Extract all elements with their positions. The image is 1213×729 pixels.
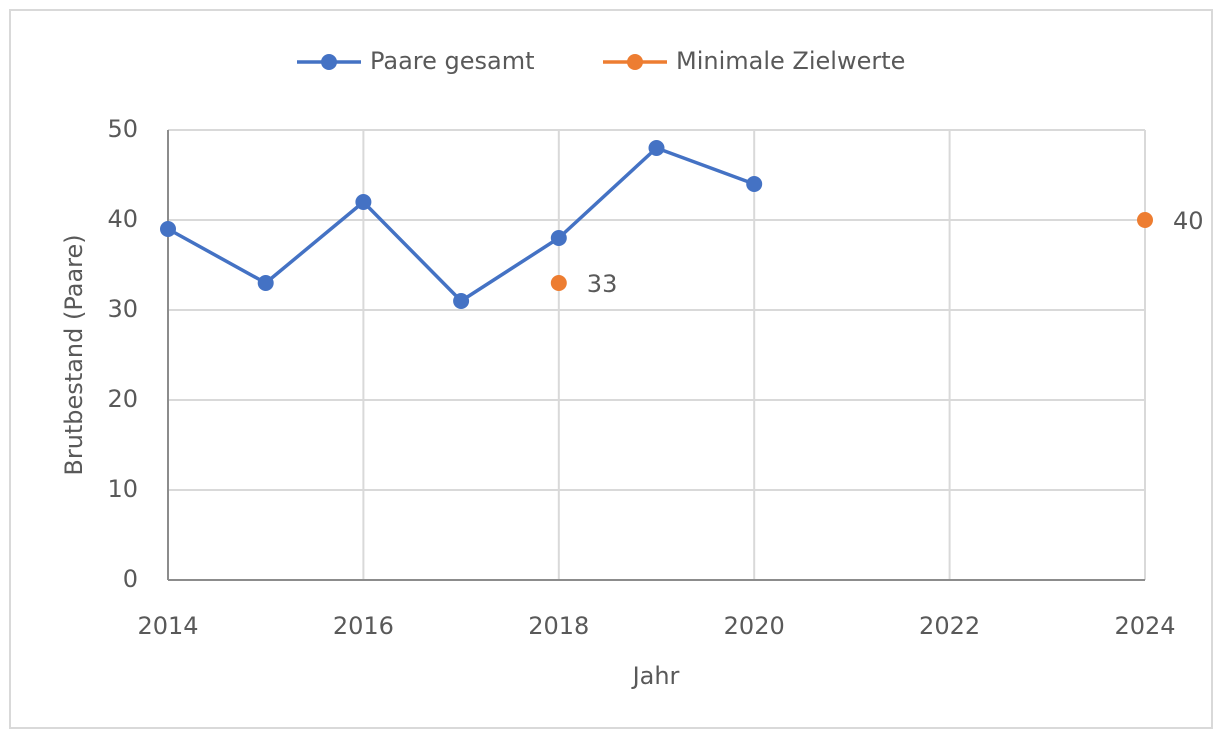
legend-label: Minimale Zielwerte xyxy=(676,47,905,75)
data-label: 40 xyxy=(1173,207,1204,235)
legend-marker xyxy=(627,54,643,70)
marker xyxy=(453,293,470,309)
marker xyxy=(160,221,176,237)
x-tick-label: 2022 xyxy=(919,612,980,640)
marker xyxy=(550,230,567,246)
marker xyxy=(257,275,274,291)
y-tick-label: 30 xyxy=(107,295,138,323)
y-tick-label: 20 xyxy=(107,385,138,413)
x-axis-title: Jahr xyxy=(631,662,680,690)
marker xyxy=(550,275,567,291)
x-tick-label: 2024 xyxy=(1114,612,1175,640)
x-tick-label: 2018 xyxy=(528,612,589,640)
y-tick-label: 10 xyxy=(107,475,138,503)
y-tick-label: 0 xyxy=(123,565,138,593)
marker xyxy=(648,140,665,156)
y-tick-label: 40 xyxy=(107,205,138,233)
marker xyxy=(355,194,372,210)
legend-label: Paare gesamt xyxy=(370,47,535,75)
x-tick-label: 2016 xyxy=(333,612,394,640)
y-axis-title: Brutbestand (Paare) xyxy=(60,234,88,475)
marker xyxy=(746,176,763,192)
data-label: 33 xyxy=(587,270,618,298)
x-tick-label: 2014 xyxy=(137,612,198,640)
x-tick-label: 2020 xyxy=(724,612,785,640)
marker xyxy=(1137,212,1153,228)
legend-marker xyxy=(321,54,337,70)
y-tick-label: 50 xyxy=(107,115,138,143)
